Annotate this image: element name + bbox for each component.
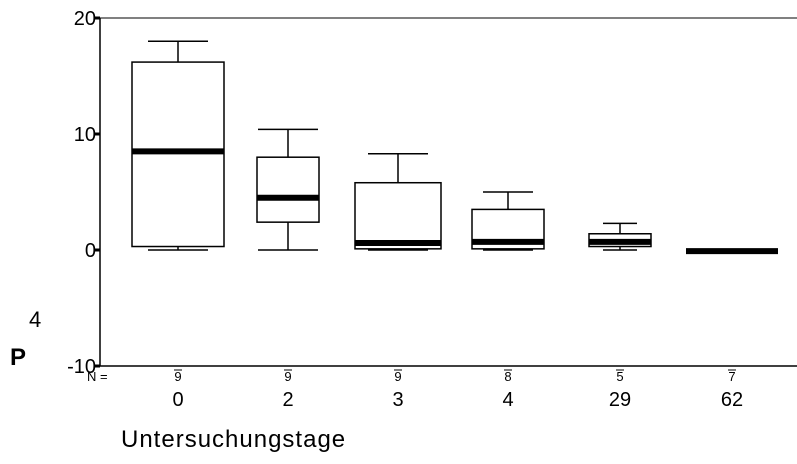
x-category-label: 2	[282, 389, 293, 411]
box-group	[256, 128, 320, 251]
box-iqr	[256, 156, 320, 223]
y-tick-label: 10	[74, 124, 96, 146]
x-category-label: 4	[502, 389, 513, 411]
n-count-label: 9	[174, 369, 181, 384]
x-category-label: 0	[172, 389, 183, 411]
box-series	[131, 40, 778, 255]
n-count-label: 7	[728, 369, 735, 384]
x-category-label: 3	[392, 389, 403, 411]
n-count-label: 9	[284, 369, 291, 384]
n-count-label: 9	[394, 369, 401, 384]
y-axis-title: P	[10, 344, 26, 371]
n-prefix-label: N =	[87, 369, 108, 384]
y-tick-label: 0	[85, 240, 96, 262]
n-count-label: 8	[504, 369, 511, 384]
box-group	[354, 152, 442, 251]
n-count-label: 5	[616, 369, 623, 384]
y-tick-label: 20	[74, 8, 96, 30]
y-tick-label: -10	[67, 356, 96, 378]
box-group	[588, 222, 652, 251]
x-axis-title: Untersuchungstage	[121, 426, 346, 453]
box-group	[131, 40, 225, 251]
x-category-label: 62	[721, 389, 743, 411]
x-category-label: 29	[609, 389, 631, 411]
box-group	[471, 191, 545, 251]
y-axis-title-subscript: 4	[29, 307, 41, 332]
y-ticks: 20 10 0 -10	[67, 8, 100, 378]
n-count-row: N = 9 9 9 8 5 7	[87, 369, 736, 384]
box-iqr	[354, 181, 442, 250]
category-labels: 0 2 3 4 29 62	[172, 389, 743, 411]
